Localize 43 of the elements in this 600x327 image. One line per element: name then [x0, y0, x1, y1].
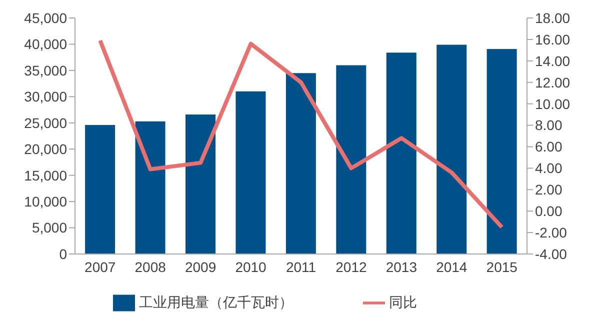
y2-tick-label: 18.00 — [535, 10, 570, 26]
y2-tick-label: 4.00 — [535, 160, 562, 176]
bar — [236, 91, 266, 254]
legend-label: 同比 — [389, 294, 417, 310]
y2-tick-label: 6.00 — [535, 138, 562, 155]
legend-label: 工业用电量（亿千瓦时） — [139, 294, 293, 310]
bar — [336, 65, 366, 254]
x-tick-label: 2012 — [336, 258, 368, 275]
y2-tick-label: 2.00 — [535, 182, 562, 198]
x-tick-label: 2013 — [386, 258, 418, 275]
x-tick-label: 2008 — [134, 258, 166, 275]
x-tick-label: 2015 — [486, 258, 518, 275]
y2-tick-label: -2.00 — [535, 224, 568, 241]
y-tick-label: 40,000 — [24, 36, 68, 52]
line-series — [98, 38, 504, 230]
y2-tick-label: 8.00 — [535, 117, 562, 134]
y-tick-label: 45,000 — [24, 10, 68, 26]
y-tick-label: 35,000 — [24, 62, 68, 78]
y2-tick-label: 12.00 — [535, 74, 570, 90]
bar — [436, 44, 467, 254]
y-tick-label: 20,000 — [24, 141, 68, 158]
x-tick-label: 2009 — [184, 258, 216, 275]
bar — [486, 48, 517, 254]
y-tick-label: 0 — [59, 246, 68, 262]
y2-tick-label: -4.00 — [535, 246, 568, 262]
x-tick-label: 2011 — [286, 258, 316, 275]
y-tick-label: 15,000 — [24, 167, 68, 184]
bar — [85, 124, 116, 254]
bar — [135, 121, 166, 254]
bar — [386, 52, 416, 254]
y2-tick-label: 10.00 — [535, 96, 570, 112]
y-tick-label: 25,000 — [24, 114, 68, 131]
x-tick-label: 2014 — [436, 258, 468, 275]
y2-tick-label: 16.00 — [535, 31, 570, 48]
y2-tick-label: 0.00 — [535, 203, 562, 220]
bar — [286, 73, 316, 254]
x-tick-label: 2007 — [84, 258, 116, 275]
bar — [185, 114, 216, 254]
x-tick-label: 2010 — [235, 258, 267, 275]
y-tick-label: 30,000 — [24, 88, 68, 105]
y-tick-label: 10,000 — [24, 194, 68, 210]
y2-tick-label: 14.00 — [535, 52, 570, 69]
y-tick-label: 5,000 — [32, 220, 68, 236]
